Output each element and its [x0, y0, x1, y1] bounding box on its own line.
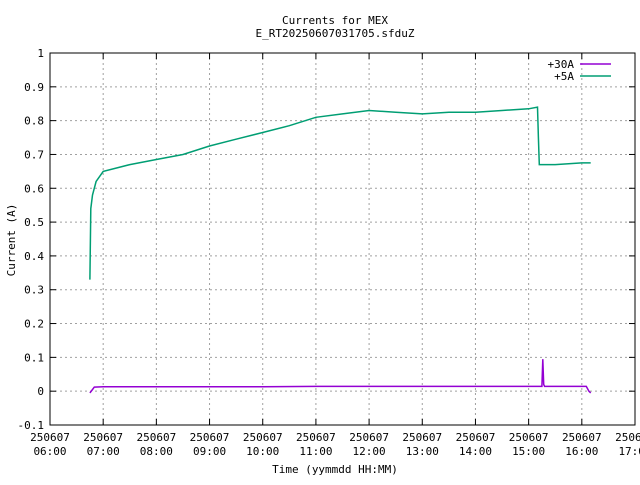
tick-layer: -0.100.10.20.30.40.50.60.70.80.912506070…	[18, 47, 640, 458]
chart-title: Currents for MEX	[282, 14, 388, 27]
y-tick-label: 0.1	[24, 351, 44, 364]
legend-label: +5A	[554, 70, 574, 83]
x-tick-label-date: 250607	[456, 431, 496, 444]
x-tick-label-time: 09:00	[193, 445, 226, 458]
x-tick-label-date: 250607	[349, 431, 389, 444]
y-tick-label: 0.4	[24, 250, 44, 263]
x-tick-label-time: 13:00	[406, 445, 439, 458]
x-tick-label-date: 250607	[296, 431, 336, 444]
y-tick-label: 0.5	[24, 216, 44, 229]
x-tick-label-date: 250607	[190, 431, 230, 444]
chart-subtitle: E_RT20250607031705.sfduZ	[256, 27, 415, 40]
grid-layer	[50, 53, 635, 425]
y-tick-label: 0.8	[24, 115, 44, 128]
x-tick-label-date: 250607	[83, 431, 123, 444]
x-tick-label-time: 06:00	[33, 445, 66, 458]
x-tick-label-time: 08:00	[140, 445, 173, 458]
x-tick-label-time: 10:00	[246, 445, 279, 458]
plot-frame	[50, 53, 635, 425]
x-axis-label: Time (yymmdd HH:MM)	[272, 463, 398, 476]
y-tick-label: 1	[37, 47, 44, 60]
y-tick-label: 0.2	[24, 318, 44, 331]
x-tick-label-time: 16:00	[565, 445, 598, 458]
series-line	[90, 107, 591, 280]
x-tick-label-date: 250607	[243, 431, 283, 444]
y-tick-label: 0.3	[24, 284, 44, 297]
y-axis-label: Current (A)	[5, 204, 18, 277]
legend: +30A+5A	[548, 58, 612, 83]
x-tick-label-date: 250607	[509, 431, 549, 444]
x-tick-label-time: 12:00	[353, 445, 386, 458]
x-tick-label-date: 250607	[30, 431, 70, 444]
x-tick-label-date: 250607	[615, 431, 640, 444]
y-tick-label: 0	[37, 385, 44, 398]
y-tick-label: 0.7	[24, 148, 44, 161]
x-tick-label-time: 17:00	[618, 445, 640, 458]
y-tick-label: 0.6	[24, 182, 44, 195]
y-tick-label: 0.9	[24, 81, 44, 94]
series-line	[90, 359, 591, 393]
series-layer	[90, 107, 591, 393]
x-tick-label-date: 250607	[402, 431, 442, 444]
x-tick-label-date: 250607	[136, 431, 176, 444]
x-tick-label-time: 14:00	[459, 445, 492, 458]
x-tick-label-date: 250607	[562, 431, 602, 444]
x-tick-label-time: 07:00	[87, 445, 120, 458]
x-tick-label-time: 15:00	[512, 445, 545, 458]
x-tick-label-time: 11:00	[299, 445, 332, 458]
